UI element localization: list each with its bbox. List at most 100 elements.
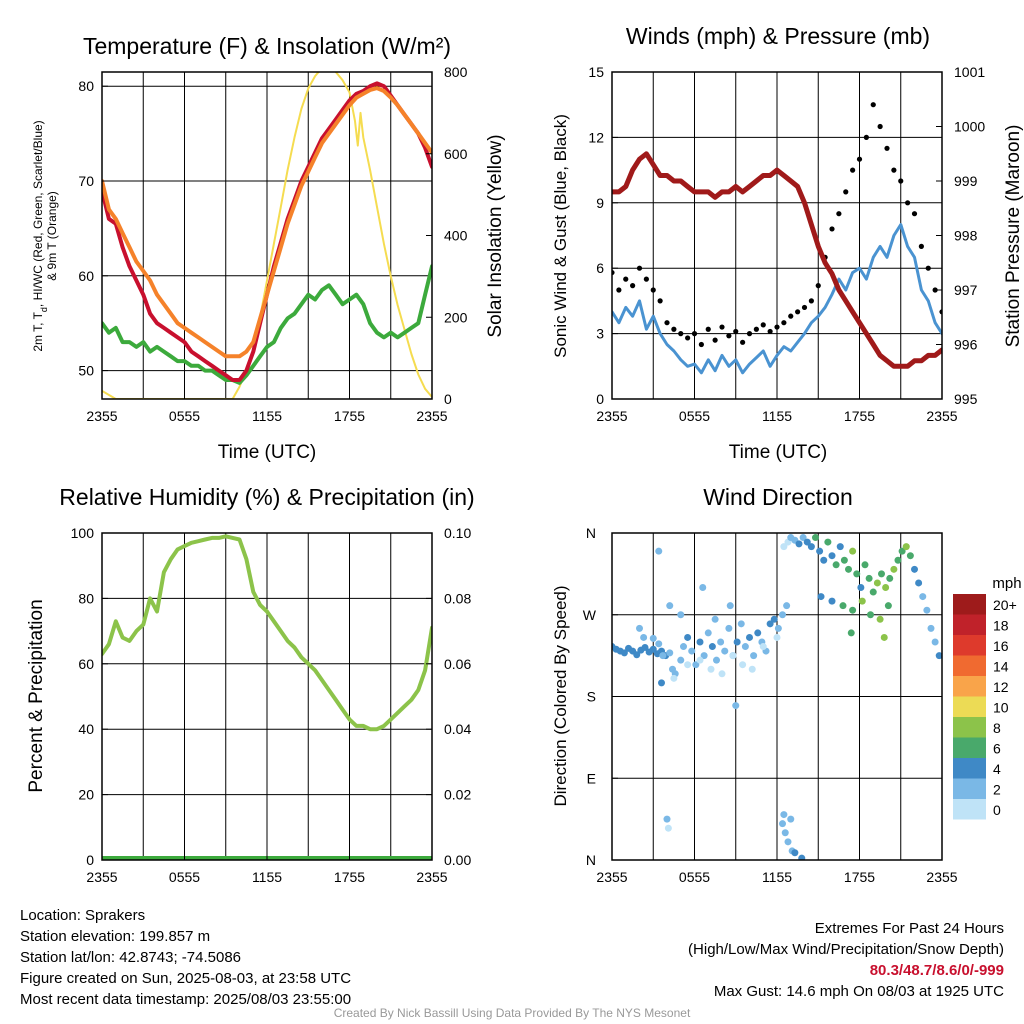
x-tick-label: 2355: [926, 408, 957, 424]
direction-point: [774, 624, 782, 632]
gust-point: [925, 265, 931, 271]
direction-point: [737, 620, 745, 628]
extremes-info: Extremes For Past 24 Hours (High/Low/Max…: [688, 918, 1004, 1002]
temperature-panel: Temperature (F) & Insolation (W/m²) 2355…: [31, 33, 506, 463]
direction-point: [845, 565, 852, 573]
direction-point: [784, 838, 792, 846]
direction-point: [890, 565, 898, 573]
gust-point: [877, 123, 883, 130]
direction-point: [927, 624, 935, 632]
direction-point: [935, 652, 942, 660]
series-line-9m-t: [102, 86, 432, 359]
legend-label: 12: [993, 679, 1009, 695]
direction-point: [726, 602, 734, 610]
direction-point: [919, 593, 927, 601]
direction-point: [636, 624, 643, 632]
direction-point: [688, 647, 696, 655]
direction-point: [807, 543, 815, 551]
gust-point: [795, 309, 801, 315]
extremes-heading: Extremes For Past 24 Hours: [814, 920, 1004, 937]
direction-point: [867, 611, 874, 619]
direction-point: [876, 615, 884, 623]
direction-point: [828, 597, 836, 605]
y-tick-label: 20: [78, 787, 94, 803]
gust-point: [870, 102, 876, 108]
legend-label: 18: [993, 618, 1009, 634]
gust-point: [664, 320, 670, 326]
direction-point: [781, 829, 789, 837]
y2-tick-label: 0.04: [444, 721, 471, 737]
humidity-ylabel-left: Percent & Precipitation: [26, 599, 47, 792]
direction-point: [633, 651, 641, 659]
gust-point: [891, 167, 897, 173]
gust-point: [808, 298, 814, 304]
series-line-relative-humidity: [102, 534, 432, 732]
direction-point: [836, 543, 844, 551]
x-tick-label: 2355: [416, 408, 447, 424]
y2-tick-label: 200: [444, 309, 468, 325]
direction-ylabel-left: Direction (Colored By Speed): [551, 585, 570, 806]
gust-point: [705, 326, 711, 332]
direction-point: [873, 579, 881, 587]
legend-swatch: [953, 594, 986, 615]
gust-point: [643, 276, 649, 282]
direction-point: [906, 552, 914, 560]
temperature-series: [102, 72, 432, 399]
y-tick-label: 40: [78, 721, 94, 737]
direction-point: [692, 661, 700, 669]
direction-point: [816, 547, 824, 555]
direction-point: [766, 620, 774, 628]
series-line-sonic-wind: [612, 223, 942, 375]
direction-point: [684, 661, 692, 669]
y-tick-label: 50: [78, 363, 94, 379]
x-tick-label: 1155: [252, 869, 282, 885]
direction-point: [780, 811, 788, 819]
x-tick-label: 1155: [252, 408, 282, 424]
winds-grid: [612, 72, 942, 399]
x-tick-label: 0555: [169, 869, 200, 885]
series-line-solar-insolation: [102, 72, 432, 399]
gust-point: [650, 287, 656, 293]
direction-point: [700, 652, 708, 660]
y-tick-label: 0: [86, 852, 94, 868]
direction-point: [923, 606, 931, 614]
legend-label: 2: [993, 782, 1001, 798]
humidity-title: Relative Humidity (%) & Precipitation (i…: [59, 484, 474, 510]
x-tick-label: 0555: [169, 408, 200, 424]
gust-point: [815, 283, 821, 289]
direction-point: [649, 634, 657, 642]
legend-swatch: [953, 635, 986, 656]
direction-point: [641, 643, 649, 651]
credit-text: Created By Nick Bassill Using Data Provi…: [333, 1006, 691, 1020]
direction-point: [696, 656, 704, 664]
direction-point: [670, 674, 678, 682]
direction-panel: Wind Direction 2355 0555 1155 1755 2355NESWN…: [551, 484, 1022, 885]
direction-point: [798, 854, 806, 860]
gust-point: [691, 331, 698, 337]
humidity-grid: [102, 533, 432, 860]
direction-title: Wind Direction: [703, 484, 853, 510]
direction-point: [649, 645, 657, 653]
x-tick-label: 1755: [844, 408, 875, 424]
direction-point: [840, 556, 848, 564]
winds-panel: Winds (mph) & Pressure (mb) 2355 0555 1155…: [551, 23, 1024, 463]
direction-point: [684, 633, 692, 641]
series-line-station-pressure: [612, 151, 942, 369]
direction-point: [733, 638, 741, 646]
direction-point: [861, 561, 869, 569]
gust-point: [829, 226, 835, 232]
ylabel-part-1: 2m T, T: [31, 311, 45, 351]
y-tick-label: 3: [596, 326, 604, 342]
gust-point: [863, 134, 869, 140]
y2-tick-label: 995: [954, 391, 978, 407]
direction-point: [812, 534, 819, 542]
direction-point: [708, 643, 716, 651]
gust-point: [726, 333, 732, 339]
direction-point: [773, 633, 781, 641]
gust-point: [905, 200, 911, 206]
temperature-ylabel-2: & 9m T (Orange): [45, 191, 59, 281]
humidity-ticks: 2355 0555 1155 1755 23550204060801000.000.02…: [71, 525, 472, 885]
direction-point: [696, 638, 704, 646]
